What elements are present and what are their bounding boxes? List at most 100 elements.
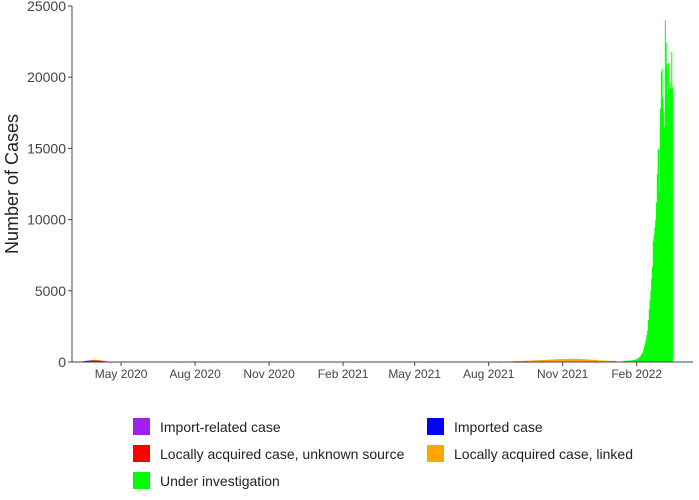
legend-swatch: [427, 418, 444, 435]
legend-item[interactable]: Locally acquired case, linked: [427, 445, 633, 462]
bar-4: [564, 359, 566, 362]
bar-2: [90, 360, 92, 362]
bar-4: [594, 359, 596, 362]
bar-5: [664, 20, 666, 363]
bar-4: [549, 359, 551, 362]
bar-5: [660, 108, 662, 362]
bar-5: [656, 174, 658, 362]
bar-4: [610, 360, 612, 362]
bar-4: [561, 359, 563, 362]
bar-5: [656, 202, 657, 362]
bar-5: [627, 360, 629, 362]
bar-5: [627, 360, 629, 362]
bar-5: [669, 82, 671, 363]
x-tick-label: Nov 2021: [537, 367, 589, 381]
bar-4: [522, 360, 524, 362]
bar-4: [549, 359, 551, 362]
bar-3: [104, 361, 106, 362]
bar-4: [582, 359, 584, 362]
bar-4: [553, 359, 555, 362]
bar-4: [546, 359, 548, 362]
bar-5: [671, 51, 673, 362]
bar-4: [518, 360, 520, 362]
bar-4: [586, 359, 588, 362]
bar-4: [544, 359, 546, 362]
bar-5: [664, 127, 666, 362]
bar-4: [591, 359, 593, 362]
bar-5: [657, 149, 659, 362]
bar-5: [652, 240, 654, 362]
bar-5: [639, 356, 641, 362]
bar-5: [631, 360, 633, 362]
bar-4: [576, 358, 578, 362]
bar-4: [580, 359, 582, 362]
bar-4: [548, 359, 550, 362]
legend-item[interactable]: Under investigation: [133, 472, 280, 489]
bar-4: [96, 359, 98, 361]
bar-5: [629, 360, 631, 362]
bar-4: [530, 360, 532, 362]
bar-4: [553, 359, 555, 362]
bar-4: [567, 358, 569, 362]
bar-4: [550, 359, 552, 362]
bar-4: [532, 360, 534, 362]
bar-4: [581, 359, 583, 362]
bar-4: [577, 358, 579, 362]
bar-4: [541, 360, 543, 362]
bar-4: [556, 359, 558, 362]
bar-4: [583, 359, 585, 362]
bar-3: [93, 360, 95, 361]
bar-4: [592, 359, 594, 362]
bar-4: [515, 361, 517, 362]
bar-5: [670, 88, 672, 362]
bar-5: [666, 64, 668, 362]
bar-4: [584, 359, 586, 362]
bar-4: [551, 359, 553, 362]
bar-4: [573, 358, 575, 362]
bar-5: [650, 290, 652, 362]
bar-4: [524, 360, 526, 362]
bar-4: [574, 358, 576, 362]
legend-swatch: [133, 418, 150, 435]
bar-4: [587, 359, 589, 362]
bar-4: [565, 358, 567, 362]
bar-4: [521, 360, 523, 362]
legend-swatch: [427, 445, 444, 462]
bar-3: [96, 360, 98, 362]
bar-2: [87, 360, 89, 362]
bar-4: [517, 361, 519, 362]
bar-3: [100, 360, 102, 362]
bar-4: [529, 360, 531, 362]
bar-4: [98, 360, 100, 361]
bar-4: [569, 358, 571, 362]
legend-label: Imported case: [454, 418, 543, 435]
legend-item[interactable]: Locally acquired case, unknown source: [133, 445, 404, 462]
bar-4: [588, 359, 590, 362]
bar-5: [660, 71, 662, 362]
bar-4: [91, 359, 93, 361]
bar-4: [536, 360, 538, 362]
legend-label: Import-related case: [160, 418, 281, 435]
bar-3: [94, 360, 96, 361]
bar-2: [86, 360, 88, 362]
bar-4: [609, 360, 611, 362]
bar-2: [94, 360, 96, 362]
bar-4: [524, 360, 526, 362]
legend-item[interactable]: Import-related case: [133, 418, 281, 435]
bar-3: [98, 360, 100, 362]
bar-3: [97, 360, 99, 362]
bar-4: [514, 361, 516, 362]
bar-4: [538, 360, 540, 362]
bar-4: [581, 359, 583, 362]
bar-4: [604, 360, 606, 362]
legend-label: Locally acquired case, unknown source: [160, 445, 405, 462]
bar-5: [651, 266, 653, 362]
bar-5: [636, 359, 638, 362]
bar-2: [92, 360, 94, 362]
bar-4: [606, 360, 608, 362]
legend-item[interactable]: Imported case: [427, 418, 543, 435]
bar-4: [571, 358, 573, 362]
bar-2: [100, 361, 102, 362]
bar-3: [102, 360, 104, 362]
bar-4: [545, 359, 547, 362]
